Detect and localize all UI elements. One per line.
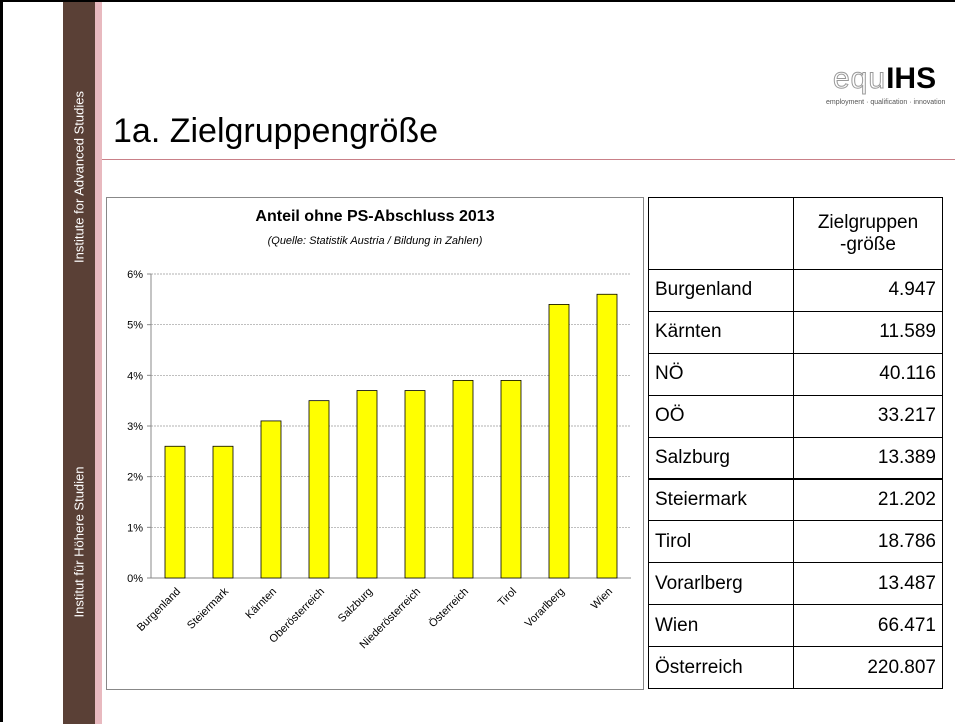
- row-label: Burgenland: [648, 269, 794, 312]
- row-label: Kärnten: [648, 310, 794, 354]
- bar: [452, 379, 474, 579]
- table-cell: [648, 197, 794, 270]
- chart-title: Anteil ohne PS-Abschluss 2013: [255, 208, 494, 225]
- y-tick-label: 5%: [127, 320, 143, 332]
- sidebar-accent: [95, 2, 102, 724]
- row-label: Wien: [648, 604, 794, 648]
- bar: [356, 390, 378, 579]
- table-header: Zielgruppen -größe: [793, 197, 943, 270]
- y-tick-label: 4%: [127, 370, 143, 382]
- row-label: Tirol: [648, 520, 794, 564]
- row-value: 40.116: [793, 352, 943, 396]
- row-value: 33.217: [793, 394, 943, 438]
- bar: [308, 400, 330, 579]
- row-label: Salzburg: [648, 436, 794, 480]
- logo-mark: equ: [832, 62, 887, 96]
- logo-tagline: employment · qualification · innovation: [826, 99, 946, 106]
- y-tick-label: 2%: [127, 472, 143, 484]
- bar: [404, 390, 426, 579]
- row-value: 13.389: [793, 436, 943, 480]
- chart-subtitle: (Quelle: Statistik Austria / Bildung in …: [268, 235, 483, 247]
- row-value: 18.786: [793, 520, 943, 564]
- row-value: 4.947: [793, 269, 943, 312]
- logo-brand: IHS: [886, 62, 937, 95]
- header-line: -größe: [840, 233, 896, 255]
- bar: [500, 379, 522, 579]
- header-line: Zielgruppen: [817, 211, 919, 233]
- table: Zielgruppen -größe Burgenland 4.947 Kärnten 1…: [648, 197, 943, 689]
- row-value: 21.202: [793, 478, 943, 522]
- chart: Anteil ohne PS-Abschluss 2013 (Quelle: S…: [106, 197, 644, 690]
- bar: [260, 420, 282, 579]
- row-label: Vorarlberg: [648, 562, 794, 606]
- bar: [548, 304, 570, 579]
- sidebar: [63, 2, 95, 724]
- y-tick-label: 1%: [127, 522, 143, 534]
- y-tick-label: 6%: [127, 269, 143, 281]
- row-label: Österreich: [648, 646, 794, 689]
- sidebar-text: Institut für Höhere Studien: [71, 466, 87, 618]
- y-tick-label: 3%: [127, 421, 143, 433]
- row-value: 66.471: [793, 604, 943, 648]
- row-label: Steiermark: [648, 478, 794, 522]
- bar: [596, 293, 618, 579]
- row-value: 220.807: [793, 646, 943, 689]
- logo: equIHS: [832, 62, 937, 96]
- title-rule: [102, 159, 955, 160]
- row-value: 13.487: [793, 562, 943, 606]
- slide-title: 1a. Zielgruppengröße: [113, 112, 439, 150]
- row-label: OÖ: [648, 394, 794, 438]
- y-tick-label: 0%: [127, 573, 143, 585]
- row-value: 11.589: [793, 310, 943, 354]
- bar: [212, 445, 234, 579]
- row-label: NÖ: [648, 352, 794, 396]
- bar: [164, 445, 186, 579]
- sidebar-text: Institute for Advanced Studies: [71, 91, 87, 263]
